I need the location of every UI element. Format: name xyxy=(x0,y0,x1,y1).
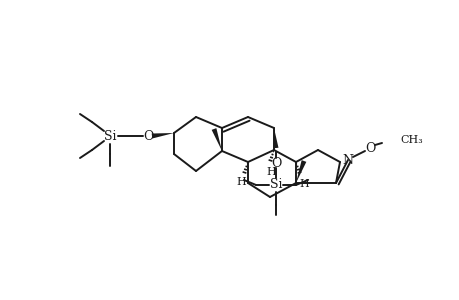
Text: O: O xyxy=(364,142,375,154)
Text: O: O xyxy=(270,157,280,169)
Text: H: H xyxy=(266,167,275,177)
Polygon shape xyxy=(151,133,174,139)
Text: Si: Si xyxy=(104,130,116,142)
Text: Si: Si xyxy=(269,178,282,191)
Text: N: N xyxy=(342,154,353,166)
Polygon shape xyxy=(211,128,222,151)
Text: H: H xyxy=(235,177,246,187)
Text: H: H xyxy=(298,179,308,189)
Text: O: O xyxy=(142,130,153,142)
Text: CH₃: CH₃ xyxy=(399,135,422,145)
Polygon shape xyxy=(273,128,278,148)
Polygon shape xyxy=(295,160,306,183)
